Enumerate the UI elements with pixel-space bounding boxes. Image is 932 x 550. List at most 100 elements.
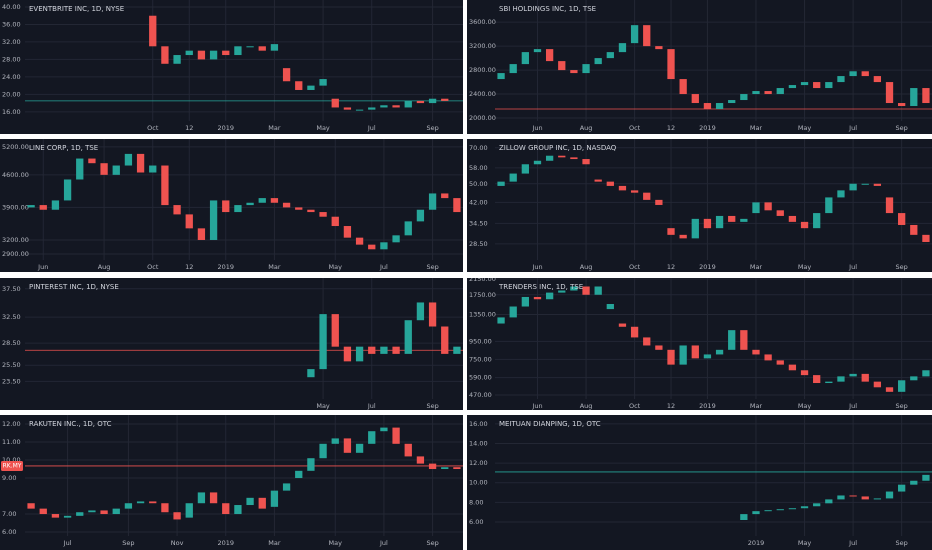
x-tick-label: Sep bbox=[896, 539, 908, 547]
candle bbox=[643, 25, 651, 47]
x-tick-label: 12 bbox=[185, 124, 193, 132]
chart-title: RAKUTEN INC., 1D, OTC bbox=[29, 420, 112, 428]
candle bbox=[282, 483, 291, 491]
candle bbox=[392, 235, 400, 243]
candle bbox=[703, 218, 712, 229]
x-tick-label: Jun bbox=[531, 263, 542, 271]
candle bbox=[813, 82, 821, 89]
candle bbox=[570, 157, 578, 160]
candle bbox=[740, 94, 748, 101]
candle bbox=[715, 349, 724, 355]
candle bbox=[441, 193, 449, 199]
candle bbox=[295, 81, 303, 90]
candle bbox=[703, 354, 712, 359]
candle bbox=[667, 349, 675, 365]
candle bbox=[319, 443, 327, 459]
y-tick-label: 8.00 bbox=[469, 498, 483, 506]
candle bbox=[185, 50, 193, 56]
y-tick-label: 32.50 bbox=[2, 313, 21, 321]
candle bbox=[428, 98, 437, 104]
y-tick-label: 2800.00 bbox=[469, 66, 496, 74]
x-tick-label: Sep bbox=[122, 539, 134, 547]
chart-panel: Jun Aug Oct 12 2019 Mar May Jul Sep 3600.00 3200.0… bbox=[467, 0, 932, 134]
candle bbox=[124, 153, 133, 166]
x-tick-label: 12 bbox=[667, 263, 675, 271]
candle bbox=[655, 46, 663, 50]
x-tick-label: Mar bbox=[268, 263, 281, 271]
y-tick-label: 58.00 bbox=[469, 164, 488, 172]
candle bbox=[837, 190, 845, 198]
candle bbox=[788, 508, 797, 510]
candle bbox=[149, 165, 157, 173]
candle bbox=[849, 71, 857, 77]
candle bbox=[800, 506, 809, 509]
candle bbox=[343, 226, 352, 238]
y-tick-label: 40.00 bbox=[2, 3, 21, 11]
candle bbox=[161, 503, 169, 513]
candle bbox=[715, 215, 724, 229]
candle bbox=[582, 64, 590, 74]
x-tick-label: Sep bbox=[426, 539, 438, 547]
x-tick-label: Jul bbox=[848, 402, 857, 410]
candle bbox=[404, 443, 412, 457]
candle bbox=[209, 50, 218, 60]
chart-title: TRENDERS INC, 1D, TSE bbox=[498, 283, 583, 291]
candle bbox=[355, 346, 364, 362]
candle bbox=[558, 290, 566, 293]
candle bbox=[655, 199, 663, 205]
panel-background bbox=[0, 278, 463, 410]
candle bbox=[246, 46, 254, 48]
y-tick-label: 3200.00 bbox=[2, 236, 29, 244]
candle bbox=[222, 50, 230, 56]
candle bbox=[873, 183, 882, 186]
candle bbox=[898, 380, 906, 392]
candle bbox=[849, 373, 857, 377]
candle bbox=[392, 346, 400, 354]
y-tick-label: 9.00 bbox=[2, 474, 16, 482]
y-tick-label: 470.00 bbox=[469, 391, 492, 399]
candle bbox=[136, 501, 145, 504]
x-tick-label: Oct bbox=[629, 124, 641, 132]
y-tick-label: 7.00 bbox=[2, 510, 16, 518]
y-tick-label: 34.50 bbox=[469, 219, 488, 227]
x-tick-label: Mar bbox=[750, 402, 763, 410]
candle bbox=[788, 215, 797, 222]
candle bbox=[209, 492, 218, 504]
candle bbox=[319, 212, 327, 217]
candle bbox=[441, 326, 449, 354]
x-tick-label: 2019 bbox=[217, 124, 234, 132]
candle bbox=[582, 286, 590, 295]
x-tick-label: 2019 bbox=[699, 124, 716, 132]
y-tick-label: 14.00 bbox=[469, 439, 488, 447]
candle bbox=[788, 85, 797, 89]
y-tick-label: 16.00 bbox=[469, 420, 488, 428]
x-tick-label: May bbox=[798, 402, 812, 410]
x-tick-label: Sep bbox=[896, 263, 908, 271]
candle bbox=[307, 209, 315, 213]
candle bbox=[404, 100, 412, 108]
chart-title: EVENTBRITE INC, 1D, NYSE bbox=[29, 5, 124, 13]
y-tick-label: 1350.00 bbox=[469, 311, 496, 319]
x-tick-label: 12 bbox=[667, 402, 675, 410]
y-tick-label: 2400.00 bbox=[469, 90, 496, 98]
candle bbox=[355, 237, 364, 245]
candle bbox=[185, 503, 193, 518]
candle bbox=[100, 163, 108, 175]
x-tick-label: Jul bbox=[379, 263, 388, 271]
candle bbox=[800, 221, 809, 229]
candle bbox=[873, 76, 882, 83]
candle bbox=[740, 330, 748, 350]
candle bbox=[521, 164, 529, 174]
candle bbox=[898, 103, 906, 107]
candle bbox=[606, 52, 614, 59]
candle bbox=[343, 438, 352, 453]
candle bbox=[368, 107, 376, 110]
candle bbox=[800, 370, 809, 376]
candle bbox=[788, 364, 797, 371]
x-tick-label: Aug bbox=[580, 124, 593, 132]
candle bbox=[873, 381, 882, 388]
candle bbox=[282, 68, 291, 82]
candle bbox=[209, 200, 218, 240]
chart-panel: Oct 12 2019 Mar May Jul Sep 40.00 36.00 32.00 28.0… bbox=[0, 0, 463, 134]
